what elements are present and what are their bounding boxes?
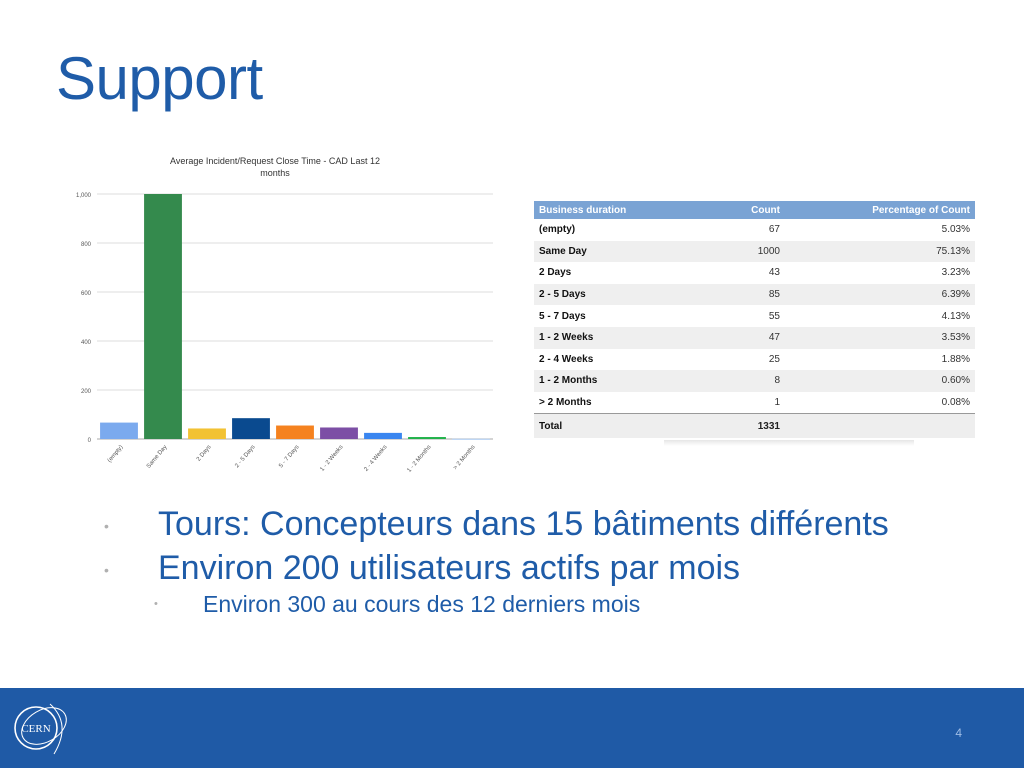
cell-percentage: 4.13% <box>785 305 975 327</box>
table-row: 1 - 2 Months 8 0.60% <box>534 370 975 392</box>
chart-x-tick-label: Same Day <box>146 444 169 469</box>
chart-y-ticks: 0 200 400 600 800 1,000 <box>76 193 92 444</box>
cell-percentage: 3.53% <box>785 326 975 349</box>
chart-y-tick-label: 200 <box>81 389 92 395</box>
total-empty <box>785 413 975 439</box>
bar-chart-svg: Average Incident/Request Close Time - CA… <box>76 156 493 474</box>
cell-percentage: 0.08% <box>785 391 975 414</box>
total-label: Total <box>534 413 685 439</box>
table-row: 2 - 4 Weeks 25 1.88% <box>534 348 975 371</box>
cell-percentage: 6.39% <box>785 283 975 306</box>
cell-duration: 1 - 2 Months <box>534 370 685 392</box>
cell-duration: Same Day <box>534 240 685 263</box>
table-header-row: Business duration Count Percentage of Co… <box>534 201 975 219</box>
cell-count: 1000 <box>685 240 785 263</box>
chart-bar <box>144 194 182 439</box>
bullet-dot-icon: • <box>104 562 109 578</box>
cell-count: 8 <box>685 370 785 392</box>
bullet-item: • Environ 200 utilisateurs actifs par mo… <box>100 549 980 587</box>
cell-duration: > 2 Months <box>534 391 685 414</box>
cell-count: 55 <box>685 305 785 327</box>
chart-y-tick-label: 400 <box>81 340 92 346</box>
table-cropped-footnote <box>664 440 914 446</box>
bullet-text: Tours: Concepteurs dans 15 bâtiments dif… <box>158 505 889 543</box>
chart-x-tick-label: 1 - 2 Weeks <box>319 444 344 472</box>
bullet-dot-icon: • <box>104 518 109 534</box>
chart-bar <box>408 437 446 439</box>
cell-count: 43 <box>685 262 785 284</box>
chart-x-tick-label: 2 - 4 Weeks <box>363 444 388 472</box>
chart-x-tick-label: 2 - 5 Days <box>234 444 256 469</box>
cell-percentage: 3.23% <box>785 262 975 284</box>
chart-bar <box>188 428 226 439</box>
close-time-chart: Average Incident/Request Close Time - CA… <box>60 150 500 480</box>
chart-x-tick-label: 2 Days <box>196 444 213 462</box>
chart-x-ticks: (empty) Same Day 2 Days 2 - 5 Days 5 - 7 Day… <box>107 444 477 473</box>
cell-percentage: 0.60% <box>785 370 975 392</box>
chart-bar <box>276 425 314 439</box>
cell-count: 1 <box>685 391 785 414</box>
table-row: 2 Days 43 3.23% <box>534 262 975 284</box>
table-row: 2 - 5 Days 85 6.39% <box>534 283 975 306</box>
header-count[interactable]: Count <box>685 201 785 219</box>
cell-percentage: 5.03% <box>785 219 975 241</box>
chart-y-tick-label: 0 <box>88 438 92 444</box>
chart-bar <box>364 432 402 439</box>
cell-count: 85 <box>685 283 785 306</box>
table-row: Same Day 1000 75.13% <box>534 240 975 263</box>
chart-y-tick-label: 1,000 <box>76 193 92 199</box>
cern-logo-text: CERN <box>21 723 50 735</box>
table-total-row: Total 1331 <box>534 413 975 439</box>
bullet-text: Environ 200 utilisateurs actifs par mois <box>158 549 741 587</box>
bullet-dot-icon: • <box>154 598 158 610</box>
cell-count: 67 <box>685 219 785 241</box>
cern-logo-icon: CERN <box>14 703 67 755</box>
header-percentage[interactable]: Percentage of Count <box>785 201 975 219</box>
table-row: > 2 Months 1 0.08% <box>534 391 975 414</box>
chart-x-tick-label: 5 - 7 Days <box>278 444 300 469</box>
cell-duration: 2 - 5 Days <box>534 283 685 306</box>
cell-duration: 2 - 4 Weeks <box>534 348 685 371</box>
chart-bars <box>100 194 490 440</box>
cell-count: 47 <box>685 326 785 349</box>
cell-duration: 5 - 7 Days <box>534 305 685 327</box>
chart-bar <box>452 438 490 440</box>
bullet-list: • Tours: Concepteurs dans 15 bâtiments d… <box>100 505 980 619</box>
cell-duration: 1 - 2 Weeks <box>534 326 685 349</box>
header-business-duration[interactable]: Business duration <box>534 201 685 219</box>
slide-title: Support <box>56 45 263 112</box>
chart-title-line-1: Average Incident/Request Close Time - CA… <box>170 156 380 166</box>
cell-duration: (empty) <box>534 219 685 241</box>
cell-duration: 2 Days <box>534 262 685 284</box>
chart-x-tick-label: (empty) <box>107 444 125 463</box>
chart-x-tick-label: > 2 Months <box>453 444 477 471</box>
duration-table: Business duration Count Percentage of Co… <box>534 201 975 439</box>
page-number: 4 <box>955 726 962 740</box>
cell-percentage: 1.88% <box>785 348 975 371</box>
chart-title-line-2: months <box>260 168 290 178</box>
footer-bar: CERN 4 <box>0 688 1024 768</box>
sub-bullet-text: Environ 300 au cours des 12 derniers moi… <box>203 591 641 617</box>
chart-y-tick-label: 800 <box>81 242 92 248</box>
total-count: 1331 <box>685 413 785 439</box>
chart-bar <box>100 422 138 439</box>
chart-x-tick-label: 1 - 2 Months <box>406 444 432 473</box>
table-row: (empty) 67 5.03% <box>534 219 975 241</box>
chart-bar <box>232 418 270 439</box>
sub-bullet-item: • Environ 300 au cours des 12 derniers m… <box>100 589 980 619</box>
bullet-item: • Tours: Concepteurs dans 15 bâtiments d… <box>100 505 980 543</box>
table-row: 5 - 7 Days 55 4.13% <box>534 305 975 327</box>
table-row: 1 - 2 Weeks 47 3.53% <box>534 326 975 349</box>
cell-count: 25 <box>685 348 785 371</box>
cell-percentage: 75.13% <box>785 240 975 263</box>
chart-bar <box>320 427 358 439</box>
chart-y-tick-label: 600 <box>81 291 92 297</box>
